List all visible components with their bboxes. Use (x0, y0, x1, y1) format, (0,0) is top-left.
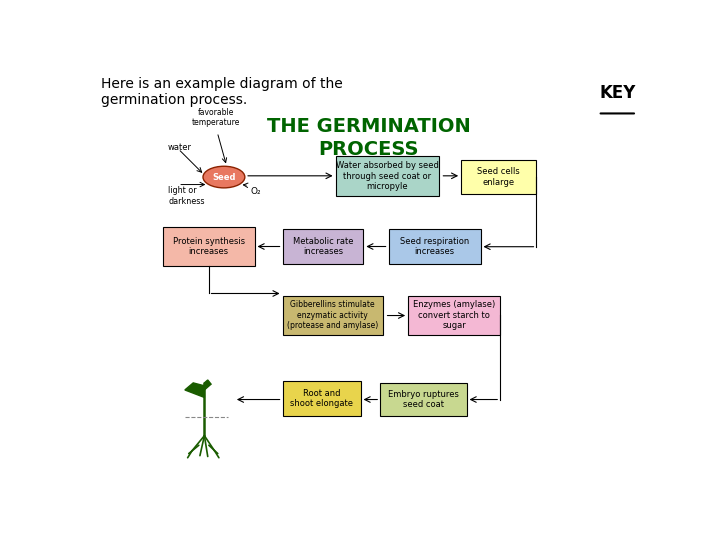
Text: Enzymes (amylase)
convert starch to
sugar: Enzymes (amylase) convert starch to suga… (413, 300, 495, 330)
Text: Seed cells
enlarge: Seed cells enlarge (477, 167, 520, 187)
FancyBboxPatch shape (461, 160, 536, 194)
Text: O₂: O₂ (250, 187, 261, 197)
Text: THE GERMINATION: THE GERMINATION (267, 117, 471, 136)
Text: Here is an example diagram of the
germination process.: Here is an example diagram of the germin… (101, 77, 343, 107)
Text: PROCESS: PROCESS (319, 140, 419, 159)
FancyBboxPatch shape (336, 156, 438, 196)
Text: Seed respiration
increases: Seed respiration increases (400, 237, 469, 256)
FancyBboxPatch shape (408, 295, 500, 335)
FancyBboxPatch shape (282, 295, 383, 335)
FancyBboxPatch shape (282, 229, 364, 265)
FancyBboxPatch shape (282, 381, 361, 416)
Text: KEY: KEY (599, 84, 636, 102)
Text: Metabolic rate
increases: Metabolic rate increases (293, 237, 354, 256)
Text: Seed: Seed (212, 173, 235, 181)
Text: Water absorbed by seed
through seed coat or
micropyle: Water absorbed by seed through seed coat… (336, 161, 438, 191)
Text: Gibberellins stimulate
enzymatic activity
(protease and amylase): Gibberellins stimulate enzymatic activit… (287, 300, 378, 330)
FancyBboxPatch shape (380, 383, 467, 416)
Text: Protein synthesis
increases: Protein synthesis increases (173, 237, 245, 256)
Text: light or
darkness: light or darkness (168, 186, 204, 206)
Text: Root and
shoot elongate: Root and shoot elongate (290, 389, 353, 408)
Text: Embryo ruptures
seed coat: Embryo ruptures seed coat (388, 390, 459, 409)
Text: water: water (168, 144, 192, 152)
FancyBboxPatch shape (163, 227, 255, 266)
Text: favorable
temperature: favorable temperature (192, 108, 240, 127)
Polygon shape (185, 383, 204, 397)
FancyBboxPatch shape (389, 229, 481, 265)
Ellipse shape (203, 166, 245, 188)
Polygon shape (204, 380, 211, 390)
